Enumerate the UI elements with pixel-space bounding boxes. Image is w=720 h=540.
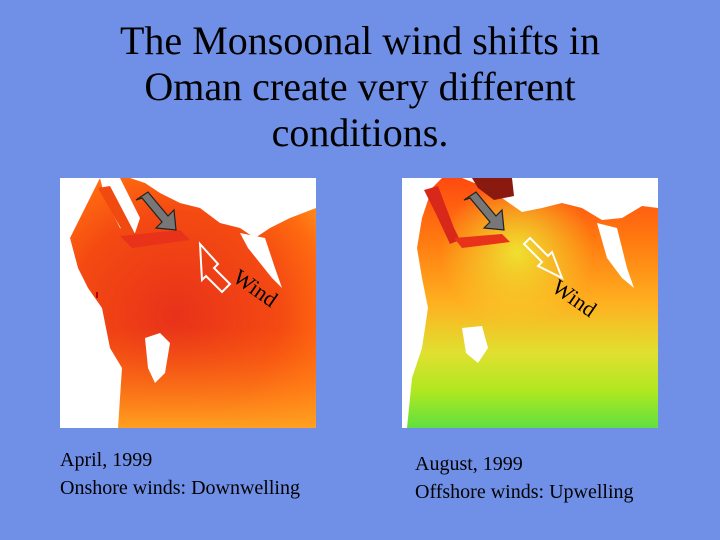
incoming-wind-arrow-icon: [463, 191, 505, 231]
title-line-3: conditions.: [271, 110, 449, 155]
incoming-wind-arrow-icon: [135, 191, 177, 231]
title-line-1: The Monsoonal wind shifts in: [120, 18, 600, 63]
april-map-image: [60, 178, 316, 428]
slide-title: The Monsoonal wind shifts in Oman create…: [60, 18, 660, 156]
august-caption-date: August, 1999: [415, 453, 523, 475]
august-caption-desc: Offshore winds: Upwelling: [415, 481, 634, 503]
april-caption-date: April, 1999: [60, 449, 153, 471]
wind-arrow-icon: [522, 236, 564, 281]
april-caption: April, 1999 Onshore winds: Downwelling: [60, 446, 300, 502]
august-sst-map: Wind: [402, 178, 658, 428]
august-map-image: [402, 178, 658, 428]
august-caption: August, 1999 Offshore winds: Upwelling: [415, 450, 634, 506]
april-caption-desc: Onshore winds: Downwelling: [60, 477, 300, 499]
wind-arrow-icon: [198, 241, 232, 294]
april-sst-map: Wind: [60, 178, 316, 428]
title-line-2: Oman create very different: [144, 64, 576, 109]
